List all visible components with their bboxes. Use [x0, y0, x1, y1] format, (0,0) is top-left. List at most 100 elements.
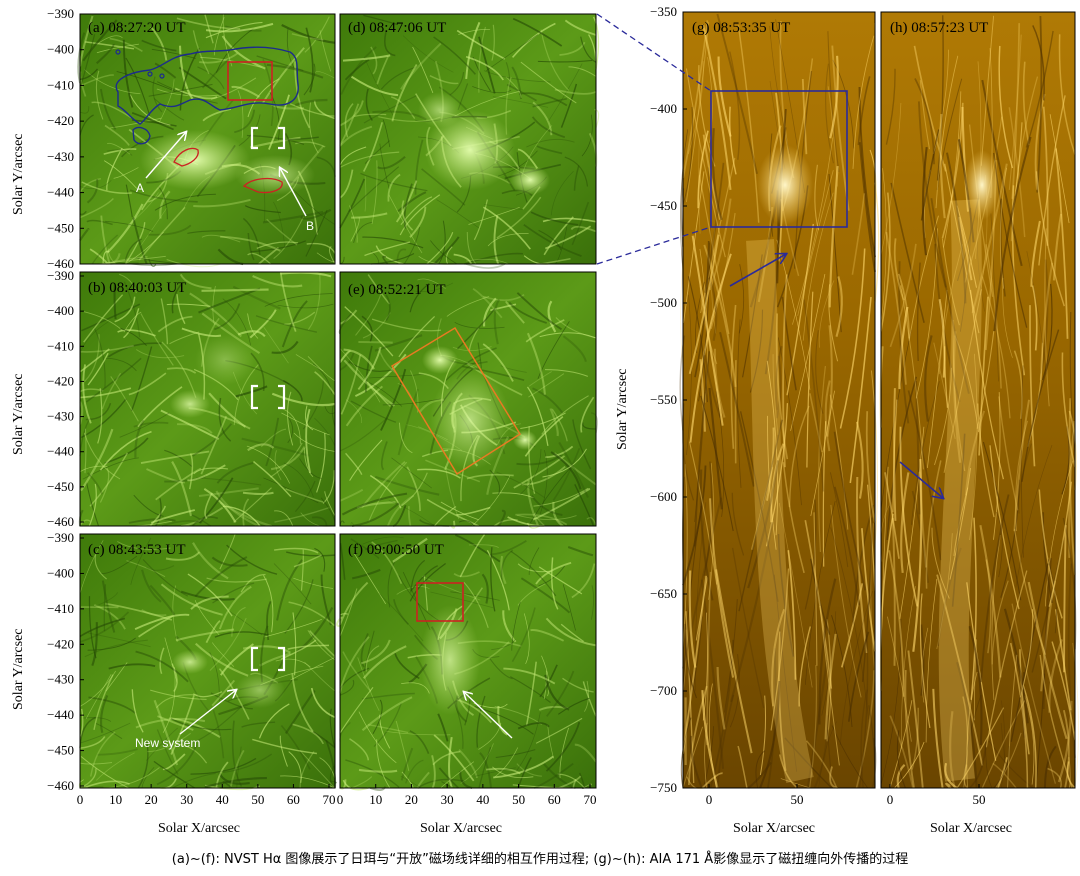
fibril-streak — [165, 551, 201, 561]
fibril-streak — [491, 638, 516, 651]
fibril-streak — [880, 102, 902, 256]
fibril-streak — [700, 579, 725, 769]
fibril-streak — [108, 663, 156, 670]
fibril-streak — [205, 620, 221, 644]
fibril-streak — [568, 66, 597, 77]
fibril-streak — [962, 694, 982, 789]
fibril-streak — [543, 763, 576, 790]
y-tick-label: −400 — [47, 565, 74, 580]
y-tick-label: −430 — [47, 672, 74, 687]
fibril-streak — [592, 16, 600, 70]
fibril-streak — [285, 488, 324, 503]
fibril-streak — [456, 29, 506, 60]
fibril-streak — [520, 61, 577, 104]
fibril-streak — [737, 319, 742, 488]
fibril-streak — [288, 601, 336, 627]
fibril-streak — [492, 766, 534, 779]
fibril-streak — [305, 405, 314, 431]
fibril-streak — [79, 344, 134, 353]
fibril-streak — [103, 148, 137, 155]
fibril-streak — [855, 670, 875, 789]
fibril-streak — [889, 715, 914, 789]
x-tick-label: 20 — [145, 792, 158, 807]
fibril-streak — [410, 559, 426, 593]
fibril-streak — [342, 651, 372, 692]
fibril-streak — [160, 583, 223, 616]
fibril-streak — [216, 461, 254, 484]
fibril-streak — [899, 426, 919, 607]
fibril-streak — [473, 199, 488, 241]
left-x-ticks-a: 0 10 20 30 40 50 60 70 — [77, 784, 336, 807]
fibril-streak — [305, 209, 328, 257]
fibril-streak — [701, 772, 723, 789]
fibril-streak — [246, 445, 290, 484]
fibril-streak — [345, 385, 384, 427]
fibril-streak — [824, 380, 831, 452]
fibril-streak — [971, 163, 1008, 314]
x-tick-label: 0 — [887, 792, 894, 807]
y-tick-label: −650 — [650, 586, 677, 601]
fibril-streak — [546, 670, 575, 717]
fibril-streak — [131, 689, 144, 733]
fibril-streak — [382, 119, 391, 148]
fibril-streak — [702, 612, 708, 721]
fibril-streak — [808, 665, 818, 789]
fibril-streak — [497, 509, 506, 527]
fibril-streak — [189, 292, 242, 338]
fibril-streak — [153, 760, 196, 789]
fibril-streak — [210, 692, 253, 710]
fibril-streak — [719, 331, 755, 487]
y-tick-label: −410 — [47, 77, 74, 92]
fibril-streak — [921, 146, 928, 256]
panel-a: A B (a) 08:27:20 UT — [77, 13, 336, 268]
fibril-streak — [377, 156, 406, 170]
fibril-streak — [126, 560, 166, 578]
fibril-streak — [291, 187, 336, 225]
panel-b-texture — [78, 271, 336, 528]
fibril-streak — [943, 346, 949, 408]
fibril-streak — [354, 113, 387, 117]
fibril-streak — [985, 570, 1028, 748]
fibril-streak — [968, 625, 983, 746]
fibril-streak — [209, 652, 220, 702]
fibril-streak — [194, 642, 249, 677]
fibril-streak — [938, 299, 946, 378]
fibril-streak — [1038, 95, 1066, 266]
fibril-streak — [233, 364, 260, 426]
fibril-streak — [138, 206, 186, 261]
fibril-streak — [1013, 350, 1023, 419]
fibril-streak — [362, 645, 407, 679]
x-axis-label-h: Solar X/arcsec — [930, 821, 1012, 836]
y-tick-label: −400 — [47, 303, 74, 318]
fibril-streak — [835, 276, 843, 337]
fibril-streak — [80, 756, 129, 789]
fibril-streak — [510, 676, 551, 703]
fibril-streak — [997, 757, 1008, 789]
fibril-streak — [295, 141, 326, 148]
fibril-streak — [680, 129, 689, 272]
y-tick-label: −440 — [47, 444, 74, 459]
fibril-streak — [250, 240, 307, 253]
fibril-streak — [430, 240, 458, 265]
fibril-streak — [1047, 559, 1057, 634]
fibril-streak — [916, 262, 921, 362]
fibril-streak — [805, 740, 838, 789]
fibril-streak — [137, 741, 149, 789]
fibril-streak — [459, 534, 486, 578]
fibril-streak — [106, 203, 144, 254]
fibril-streak — [484, 204, 523, 210]
fibril-streak — [535, 717, 583, 744]
fibril-streak — [810, 390, 835, 517]
fibril-streak — [917, 101, 947, 288]
fibril-streak — [893, 238, 905, 301]
y-axis-label-right: Solar Y/arcsec — [615, 369, 630, 451]
fibril-streak — [829, 55, 839, 139]
fibril-streak — [558, 775, 582, 789]
fibril-streak — [885, 68, 896, 145]
fibril-streak — [1061, 352, 1076, 468]
y-tick-label: −430 — [47, 149, 74, 164]
fibril-streak — [709, 498, 735, 678]
panel-g-label: (g) 08:53:35 UT — [692, 20, 790, 36]
fibril-streak — [460, 743, 494, 784]
y-tick-label: −400 — [650, 101, 677, 116]
